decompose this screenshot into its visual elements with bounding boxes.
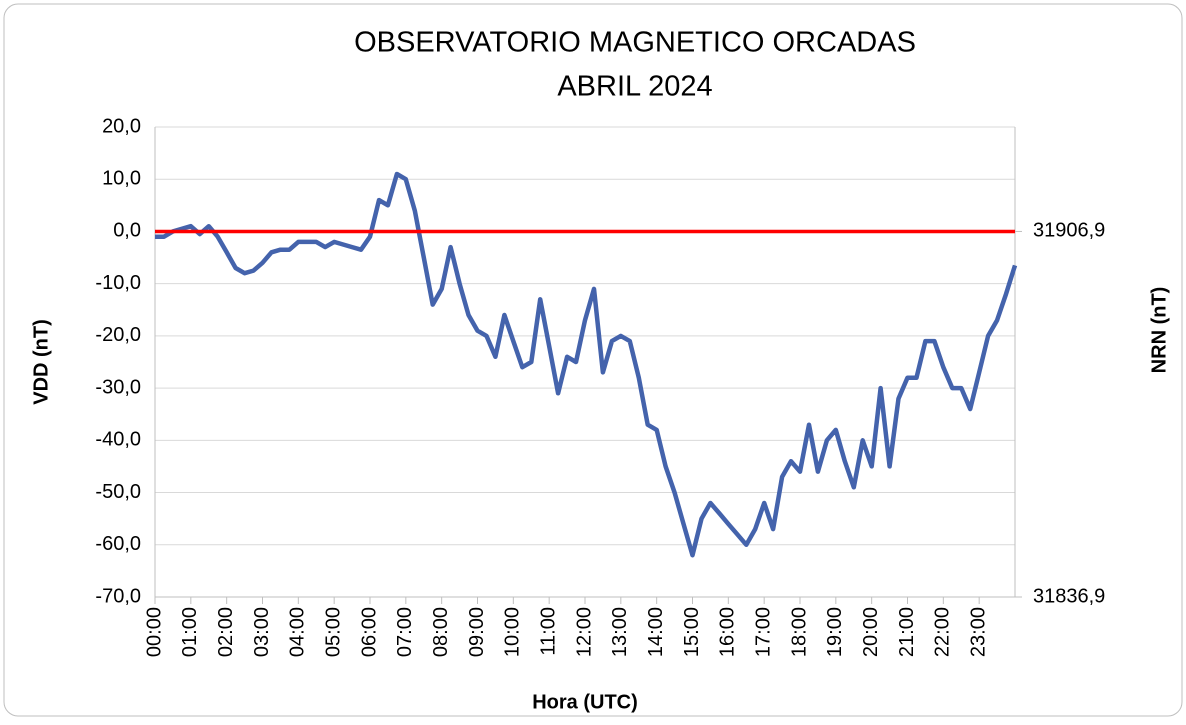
chart-subtitle: ABRIL 2024 <box>557 71 712 103</box>
x-axis-title: Hora (UTC) <box>532 691 638 713</box>
x-tick-label: 11:00 <box>537 607 559 656</box>
chart-frame <box>3 3 1183 717</box>
x-tick-label: 03:00 <box>251 607 273 657</box>
x-tick-label: 02:00 <box>215 607 237 657</box>
y-tick-label: -70,0 <box>95 585 141 607</box>
x-tick-label: 10:00 <box>502 607 524 657</box>
x-tick-label: 06:00 <box>358 607 380 657</box>
x-tick-label: 07:00 <box>394 607 416 657</box>
x-tick-label: 00:00 <box>143 607 165 657</box>
x-tick-label: 09:00 <box>466 607 488 657</box>
x-tick-label: 13:00 <box>609 607 631 657</box>
x-tick-label: 17:00 <box>752 607 774 657</box>
x-tick-label: 01:00 <box>179 607 201 657</box>
y2-tick-label: 31906,9 <box>1033 220 1105 242</box>
x-tick-label: 12:00 <box>573 607 595 657</box>
x-tick-label: 04:00 <box>287 607 309 657</box>
x-tick-label: 19:00 <box>824 607 846 657</box>
x-tick-label: 18:00 <box>788 607 810 657</box>
y-tick-label: -50,0 <box>95 481 141 503</box>
x-tick-label: 16:00 <box>717 607 739 657</box>
y-axis-title: VDD (nT) <box>30 319 52 405</box>
x-tick-label: 15:00 <box>681 607 703 657</box>
x-tick-label: 08:00 <box>430 607 452 657</box>
x-tick-label: 05:00 <box>322 607 344 657</box>
y-tick-label: -60,0 <box>95 533 141 555</box>
y-tick-label: -10,0 <box>95 272 141 294</box>
y-tick-label: -40,0 <box>95 429 141 451</box>
x-tick-label: 20:00 <box>860 607 882 657</box>
x-tick-label: 22:00 <box>932 607 954 657</box>
y-tick-label: 10,0 <box>102 168 141 190</box>
y-tick-label: 20,0 <box>102 115 141 137</box>
x-tick-label: 21:00 <box>896 607 918 657</box>
x-tick-label: 23:00 <box>967 607 989 657</box>
chart-title: OBSERVATORIO MAGNETICO ORCADAS <box>354 27 916 59</box>
y2-tick-label: 31836,9 <box>1033 585 1105 607</box>
y-tick-label: -20,0 <box>95 324 141 346</box>
y2-axis-title: NRN (nT) <box>1148 287 1170 374</box>
x-tick-label: 14:00 <box>645 607 667 657</box>
y-tick-label: -30,0 <box>95 376 141 398</box>
y-tick-label: 0,0 <box>113 220 141 242</box>
data-line <box>155 171 1018 558</box>
